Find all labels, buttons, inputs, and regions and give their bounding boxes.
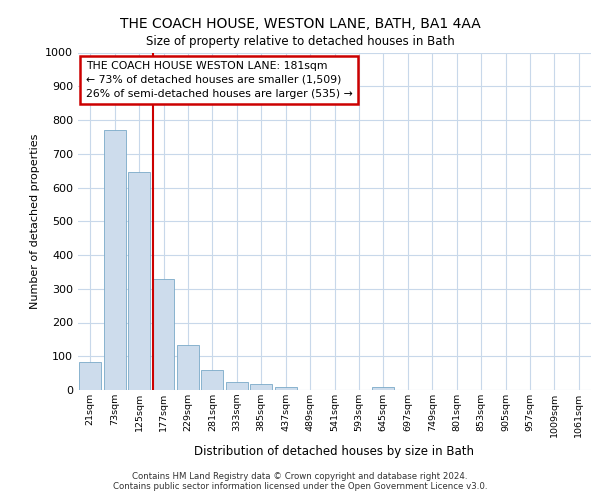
Bar bbox=[373, 386, 394, 390]
Text: THE COACH HOUSE, WESTON LANE, BATH, BA1 4AA: THE COACH HOUSE, WESTON LANE, BATH, BA1 … bbox=[119, 18, 481, 32]
Bar bbox=[79, 362, 101, 390]
Bar bbox=[226, 382, 248, 390]
Text: Contains HM Land Registry data © Crown copyright and database right 2024.: Contains HM Land Registry data © Crown c… bbox=[132, 472, 468, 481]
Bar bbox=[152, 278, 175, 390]
Bar bbox=[275, 386, 296, 390]
Text: THE COACH HOUSE WESTON LANE: 181sqm
← 73% of detached houses are smaller (1,509): THE COACH HOUSE WESTON LANE: 181sqm ← 73… bbox=[86, 61, 352, 99]
Y-axis label: Number of detached properties: Number of detached properties bbox=[29, 134, 40, 309]
Text: Contains public sector information licensed under the Open Government Licence v3: Contains public sector information licen… bbox=[113, 482, 487, 491]
Bar bbox=[250, 384, 272, 390]
X-axis label: Distribution of detached houses by size in Bath: Distribution of detached houses by size … bbox=[194, 446, 475, 458]
Bar bbox=[177, 345, 199, 390]
Bar bbox=[202, 370, 223, 390]
Text: Size of property relative to detached houses in Bath: Size of property relative to detached ho… bbox=[146, 35, 454, 48]
Bar bbox=[104, 130, 125, 390]
Bar bbox=[128, 172, 150, 390]
